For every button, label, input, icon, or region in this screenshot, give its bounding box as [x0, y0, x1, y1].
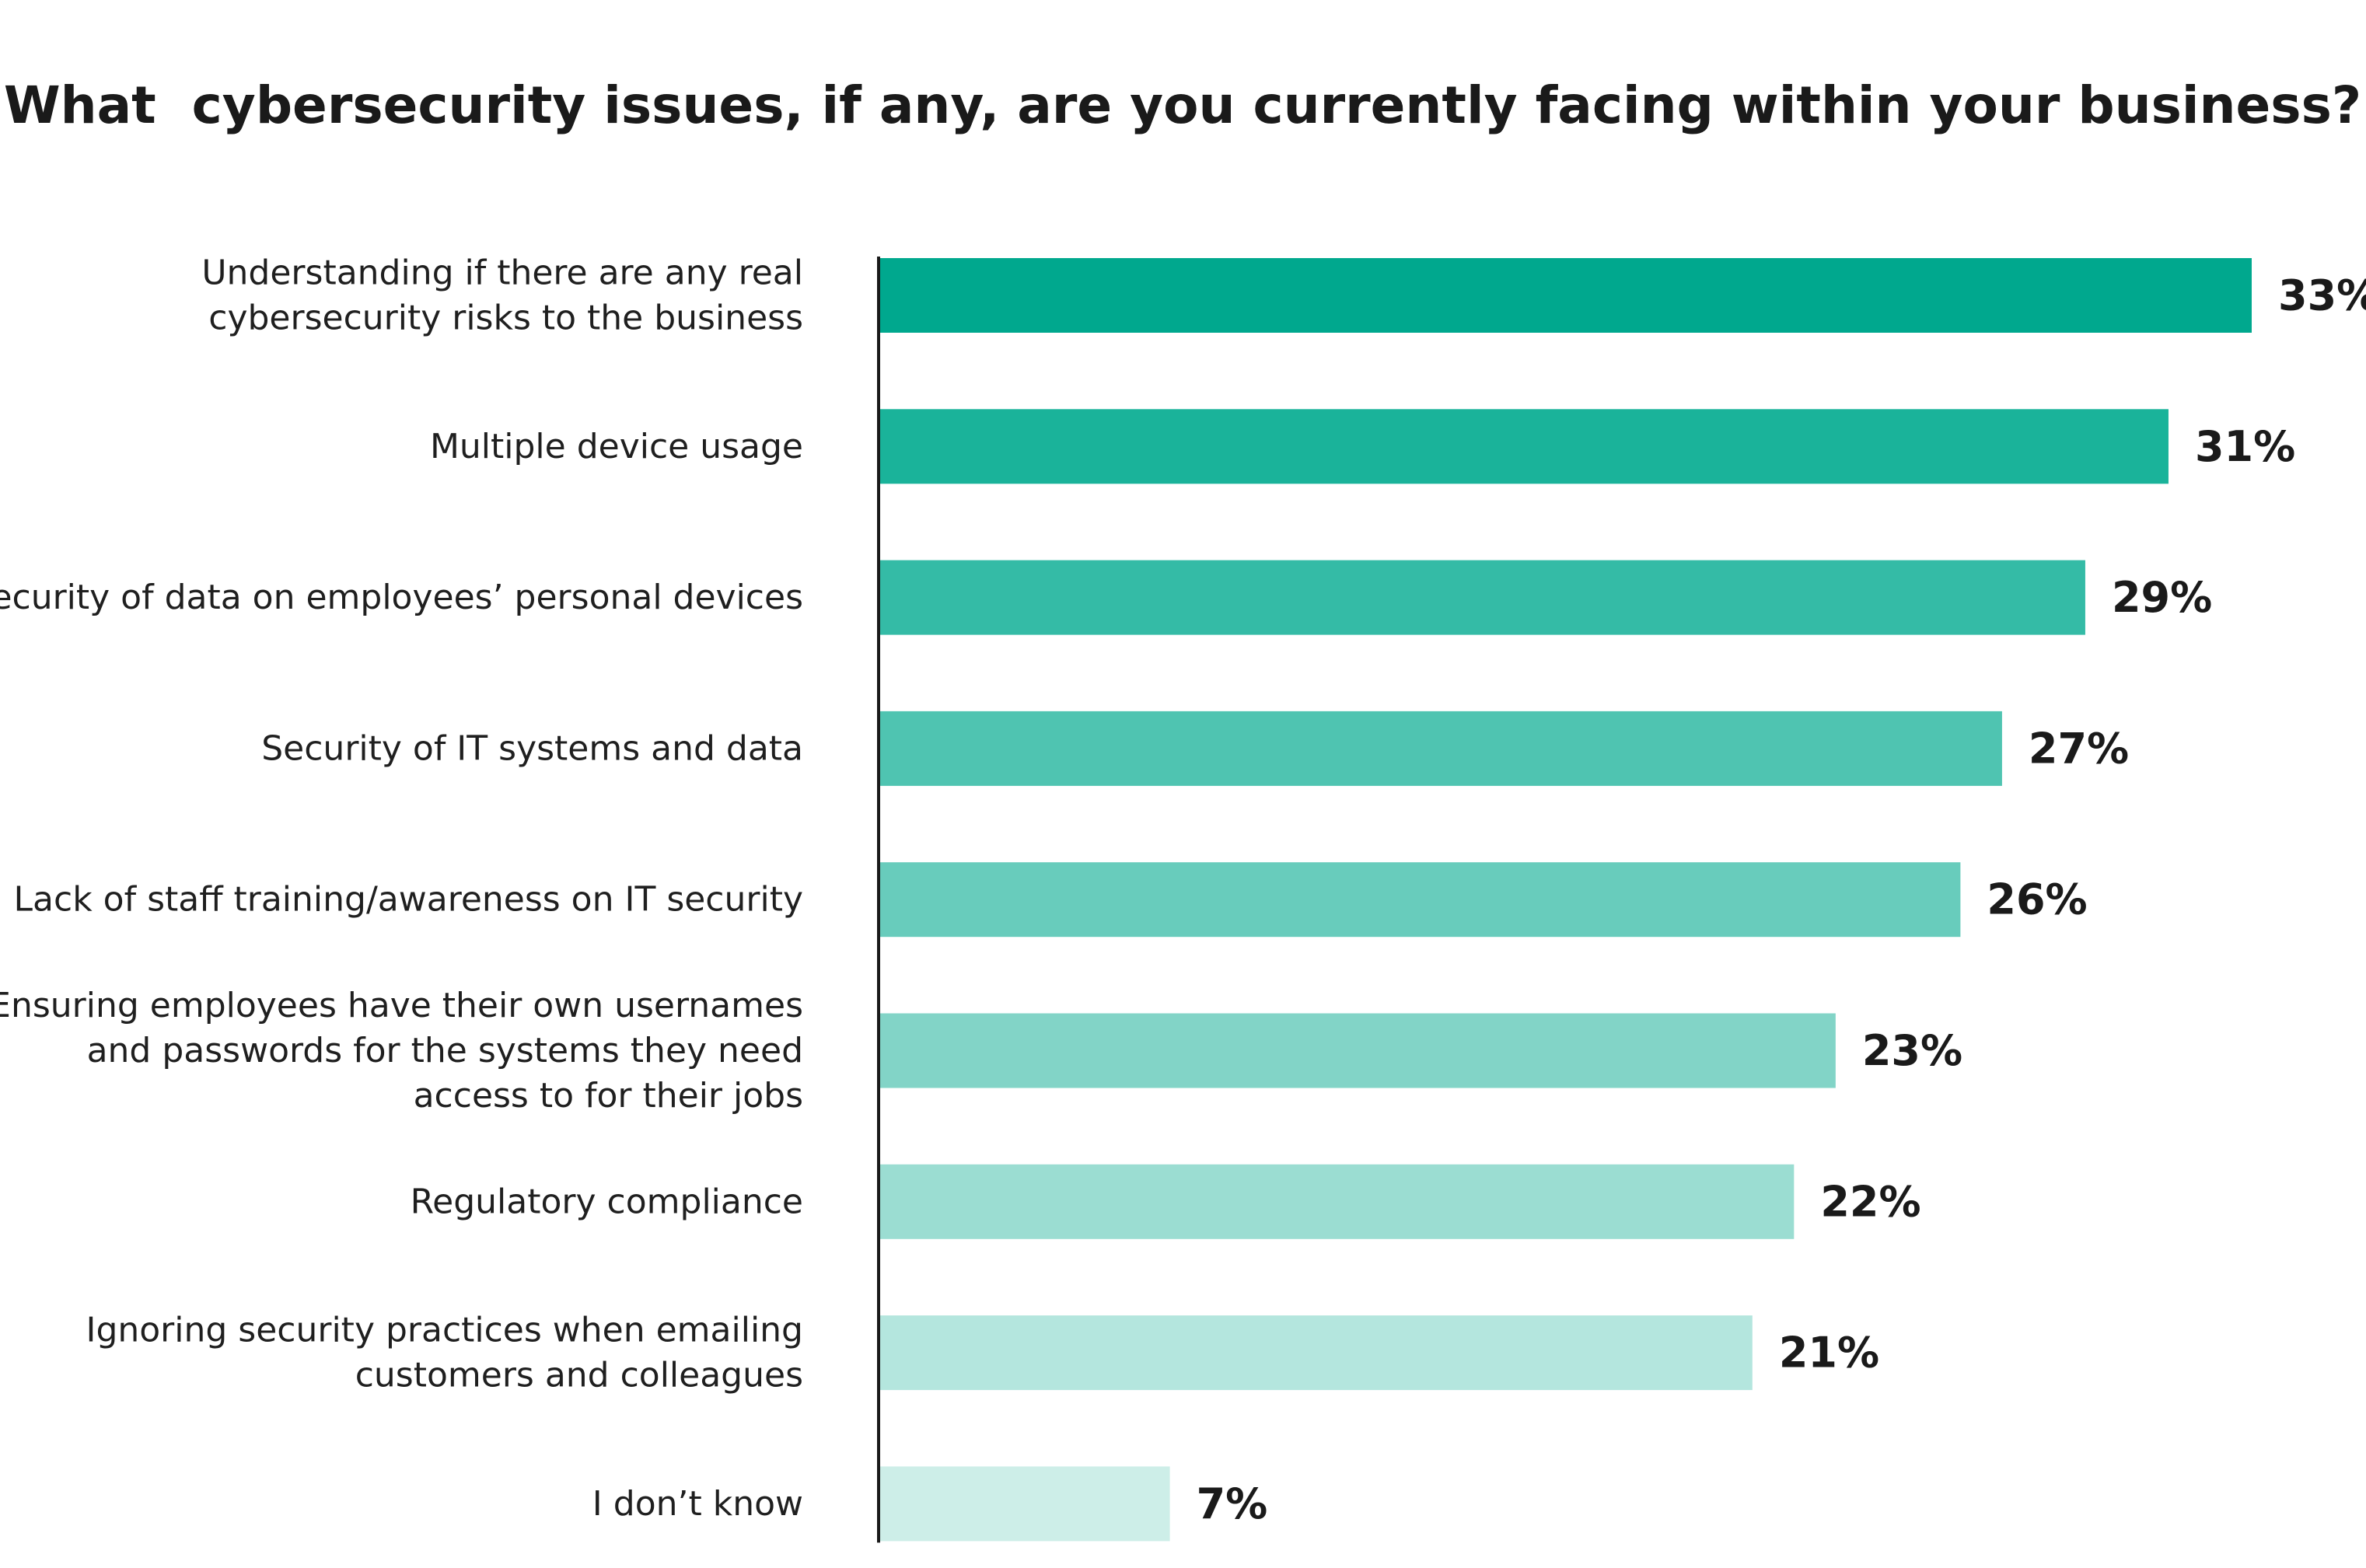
category-label: Regulatory compliance: [411, 1182, 803, 1221]
category-label: customers and colleagues: [355, 1356, 803, 1395]
category-label: Security of data on employees’ personal …: [0, 578, 803, 617]
bar: [879, 1013, 1836, 1088]
value-label: 21%: [1779, 1329, 1879, 1378]
value-label: 27%: [2029, 724, 2129, 773]
value-label: 23%: [1862, 1026, 1962, 1075]
category-label: Ignoring security practices when emailin…: [86, 1311, 803, 1350]
bar: [879, 409, 2169, 484]
category-labels: Understanding if there are any real cyber…: [0, 253, 803, 1524]
value-label: 7%: [1197, 1479, 1268, 1528]
bar: [879, 560, 2085, 635]
category-label: I don’t know: [592, 1484, 803, 1524]
category-label: Ensuring employees have their own userna…: [0, 986, 803, 1025]
value-label: 31%: [2195, 422, 2295, 471]
value-label: 22%: [1820, 1177, 1920, 1226]
bar: [879, 1466, 1170, 1542]
value-labels: 33% 31% 29% 27% 26% 23% 22% 21% 7%: [1197, 271, 2366, 1528]
category-label: Multiple device usage: [430, 427, 803, 466]
bar: [879, 258, 2252, 333]
value-label: 33%: [2278, 271, 2366, 320]
category-label: cybersecurity risks to the business: [208, 299, 803, 338]
bars-layer: [879, 258, 2252, 1542]
bar: [879, 862, 1961, 938]
value-label: 29%: [2112, 573, 2212, 622]
category-label: Lack of staff training/awareness on IT s…: [14, 880, 803, 920]
category-label: and passwords for the systems they need: [87, 1031, 803, 1070]
category-label: Security of IT systems and data: [261, 728, 803, 768]
bar: [879, 1315, 1753, 1391]
value-label: 26%: [1987, 875, 2087, 924]
category-label: Understanding if there are any real: [201, 253, 803, 293]
category-label: access to for their jobs: [414, 1076, 803, 1116]
bar: [879, 1164, 1795, 1239]
chart-title: What cybersecurity issues, if any, are y…: [4, 75, 2361, 135]
bar: [879, 711, 2002, 786]
